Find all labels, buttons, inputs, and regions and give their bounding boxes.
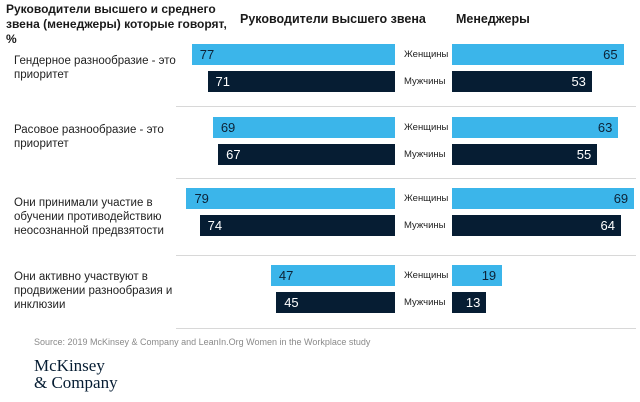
gender-label-men: Мужчины <box>404 220 446 231</box>
bar-value-label: 64 <box>600 218 615 233</box>
category-label: Они активно участвуют в продвижении разн… <box>14 271 173 311</box>
bar-men-executives: 71 <box>207 71 395 92</box>
separator-line <box>176 255 636 256</box>
gender-label-men: Мужчины <box>404 297 446 308</box>
bar-women-managers: 65 <box>452 44 624 65</box>
bar-value-label: 47 <box>278 268 294 283</box>
separator-line <box>176 178 636 179</box>
bar-women-managers: 19 <box>452 265 503 286</box>
gender-label-women: Женщины <box>404 49 449 60</box>
bar-value-label: 67 <box>226 147 241 162</box>
bar-women-executives: 47 <box>270 265 395 286</box>
gender-label-men: Мужчины <box>404 76 446 87</box>
bar-women-executives: 69 <box>212 117 395 138</box>
bar-value-label: 77 <box>199 47 215 62</box>
bar-men-managers: 53 <box>452 71 592 92</box>
bar-men-managers: 55 <box>452 144 598 165</box>
logo-line-2: & Company <box>34 373 118 392</box>
category-label: Они принимали участие в обучении противо… <box>14 197 164 237</box>
column-header-executives: Руководители высшего звена <box>240 12 426 26</box>
gender-label-women: Женщины <box>404 122 449 133</box>
chart-title: Руководители высшего и среднего звена (м… <box>6 2 227 46</box>
column-header-managers: Менеджеры <box>456 12 530 26</box>
gender-label-women: Женщины <box>404 193 449 204</box>
bar-men-managers: 13 <box>452 292 487 313</box>
bar-value-label: 53 <box>571 74 586 89</box>
logo-line-1: McKinsey <box>34 356 105 375</box>
bar-men-managers: 64 <box>452 215 621 236</box>
bar-value-label: 13 <box>465 295 481 310</box>
bar-women-executives: 77 <box>191 44 395 65</box>
bar-men-executives: 67 <box>218 144 395 165</box>
bar-value-label: 63 <box>597 120 613 135</box>
bar-men-executives: 74 <box>199 215 395 236</box>
bar-value-label: 74 <box>207 218 223 233</box>
bar-women-executives: 79 <box>186 188 395 209</box>
bar-value-label: 69 <box>613 191 629 206</box>
bar-value-label: 71 <box>215 74 231 89</box>
bar-value-label: 19 <box>481 268 497 283</box>
category-label: Гендерное разнообразие - это приоритет <box>14 55 176 81</box>
bar-value-label: 55 <box>576 147 592 162</box>
bar-value-label: 45 <box>284 295 299 310</box>
bar-value-label: 69 <box>220 120 236 135</box>
bar-women-managers: 69 <box>452 188 635 209</box>
bar-men-executives: 45 <box>276 292 395 313</box>
bar-women-managers: 63 <box>452 117 619 138</box>
separator-line <box>176 328 636 329</box>
category-label: Расовое разнообразие - это приоритет <box>14 124 164 150</box>
gender-label-men: Мужчины <box>404 149 446 160</box>
bar-value-label: 79 <box>194 191 209 206</box>
mckinsey-logo: McKinsey & Company <box>34 357 118 391</box>
separator-line <box>176 106 636 107</box>
gender-label-women: Женщины <box>404 270 449 281</box>
bar-value-label: 65 <box>603 47 618 62</box>
source-note: Source: 2019 McKinsey & Company and Lean… <box>34 337 371 347</box>
